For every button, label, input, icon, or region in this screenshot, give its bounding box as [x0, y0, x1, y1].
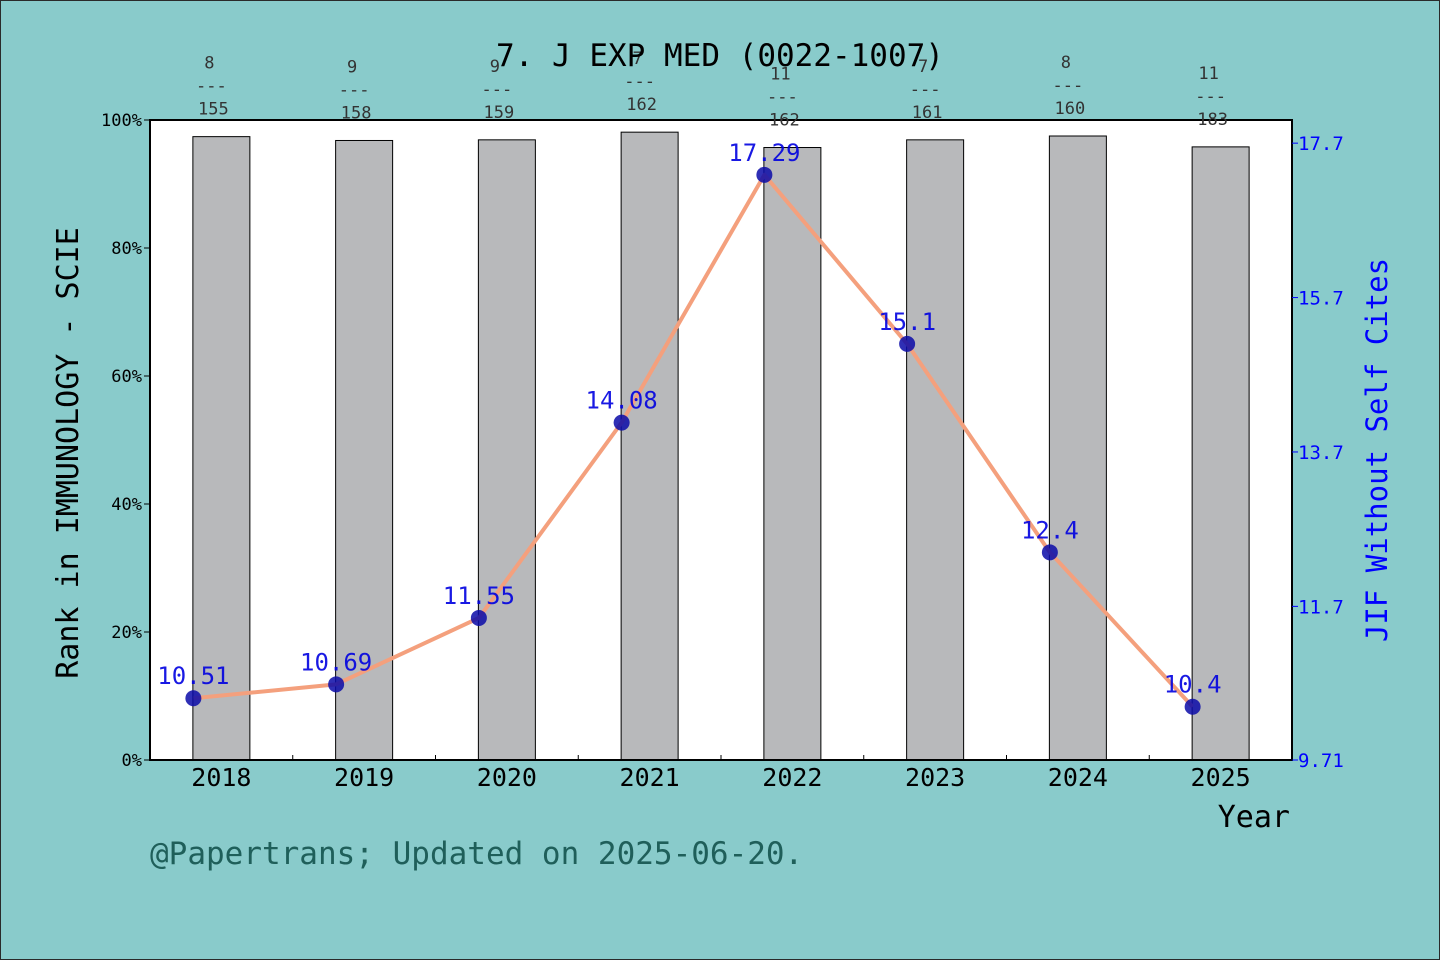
jif-point-2024 [1041, 544, 1058, 561]
jif-point-2019 [328, 676, 345, 693]
bar-2020 [477, 139, 536, 761]
rank-total: 162 [769, 111, 800, 131]
rank-label: 9 [490, 57, 500, 77]
x-tick-label: 2022 [762, 763, 822, 792]
rank-label: 11 [770, 65, 790, 85]
rank-total: 155 [198, 100, 229, 120]
rank-label: 8 [1061, 53, 1071, 73]
rank-separator: --- [910, 80, 941, 100]
rank-separator: --- [1053, 76, 1084, 96]
rank-label: 7 [633, 49, 643, 69]
chart-title: 7. J EXP MED (0022-1007) [496, 38, 944, 74]
jif-value-label: 11.55 [443, 582, 515, 610]
jif-value-label: 12.4 [1021, 516, 1079, 544]
x-tick-label: 2018 [191, 763, 251, 792]
y-axis-title-left: Rank in IMMUNOLOGY - SCIE [51, 227, 86, 679]
jif-line [193, 172, 1195, 709]
rank-label: 7 [918, 57, 928, 77]
jif-value-label: 10.4 [1164, 671, 1222, 699]
jif-value-label: 14.08 [586, 387, 658, 415]
jif-point-2023 [899, 335, 916, 352]
bar-2018 [192, 136, 251, 761]
x-axis-title: Year [1218, 800, 1290, 835]
x-tick-label: 2025 [1191, 763, 1251, 792]
x-tick-label: 2021 [620, 763, 680, 792]
rank-total: 183 [1197, 110, 1228, 130]
rank-total: 161 [912, 103, 943, 123]
right-tick-label: 15.7 [1298, 288, 1344, 310]
rank-separator: --- [339, 80, 370, 100]
bar-2023 [906, 139, 965, 761]
left-tick-label: 20% [111, 623, 142, 643]
rank-total: 160 [1055, 99, 1086, 119]
jif-value-label: 10.51 [157, 662, 229, 690]
rank-total: 158 [341, 103, 372, 123]
jif-value-label: 17.29 [728, 139, 800, 167]
rank-total: 162 [626, 95, 657, 115]
bar-2025 [1191, 146, 1250, 761]
right-tick-label: 9.71 [1298, 750, 1344, 772]
jif-point-2021 [613, 414, 630, 431]
bar-2022 [763, 147, 822, 761]
jif-value-label: 15.1 [878, 308, 936, 336]
bar-2024 [1048, 135, 1107, 761]
rank-separator: --- [767, 88, 798, 108]
left-tick-label: 80% [111, 239, 142, 259]
rank-separator: --- [482, 80, 513, 100]
x-tick-label: 2020 [477, 763, 537, 792]
y-axis-title-right: JIF Without Self Cites [1360, 258, 1394, 642]
x-tick-label: 2019 [334, 763, 394, 792]
rank-label: 11 [1198, 64, 1218, 84]
right-tick-label: 13.7 [1298, 442, 1344, 464]
x-tick-label: 2023 [905, 763, 965, 792]
jif-value-label: 10.69 [300, 648, 372, 676]
left-tick-label: 100% [101, 111, 142, 131]
bar-2019 [335, 139, 394, 761]
rank-separator: --- [196, 77, 227, 97]
bar-2021 [620, 131, 679, 761]
jif-point-2018 [185, 690, 202, 707]
left-tick-label: 40% [111, 495, 142, 515]
left-tick-label: 0% [122, 751, 142, 771]
rank-separator: --- [1195, 87, 1226, 107]
rank-separator: --- [624, 72, 655, 92]
right-tick-label: 17.7 [1298, 133, 1344, 155]
jif-point-2020 [470, 609, 487, 626]
right-tick-label: 11.7 [1298, 596, 1344, 618]
jif-point-2022 [756, 166, 773, 183]
jif-point-2025 [1184, 698, 1201, 715]
rank-total: 159 [484, 103, 515, 123]
x-tick-label: 2024 [1048, 763, 1108, 792]
footer-credit: @Papertrans; Updated on 2025-06-20. [150, 836, 804, 872]
rank-label: 8 [204, 54, 214, 74]
rank-label: 9 [347, 57, 357, 77]
left-tick-label: 60% [111, 367, 142, 387]
